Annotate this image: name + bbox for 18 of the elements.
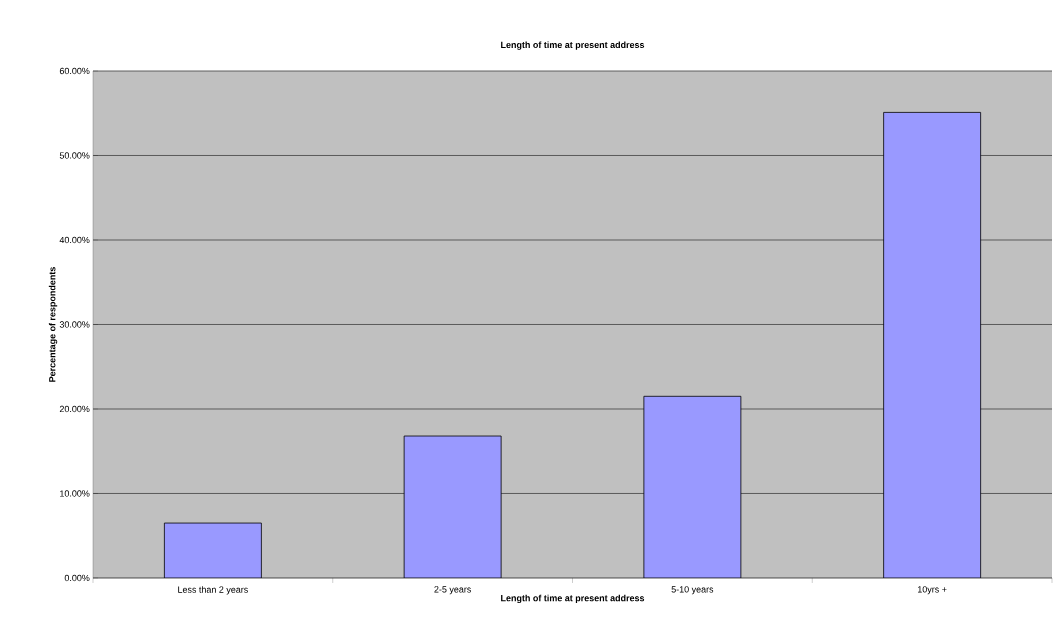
y-tick-label: 20.00% [59, 405, 90, 413]
y-tick-label: 40.00% [59, 236, 90, 244]
y-tick-label: 0.00% [64, 574, 90, 582]
bar [403, 435, 502, 578]
bar [643, 395, 742, 578]
y-tick-label: 60.00% [59, 67, 90, 75]
x-tick-label: 2-5 years [434, 586, 471, 595]
y-axis-title: Percentage of respondents [48, 267, 58, 382]
x-axis-title: Length of time at present address [501, 594, 645, 604]
x-tick-label: 5-10 years [671, 586, 714, 595]
y-tick-label: 10.00% [60, 490, 90, 497]
x-tick-label: Less than 2 years [178, 586, 248, 595]
y-tick-label: 50.00% [59, 152, 90, 159]
y-tick-label: 30.00% [59, 321, 90, 328]
x-tick-label: 10yrs + [918, 586, 947, 595]
bar [163, 522, 262, 578]
bar [883, 111, 982, 578]
chart-title: Length of time at present address [501, 41, 645, 50]
